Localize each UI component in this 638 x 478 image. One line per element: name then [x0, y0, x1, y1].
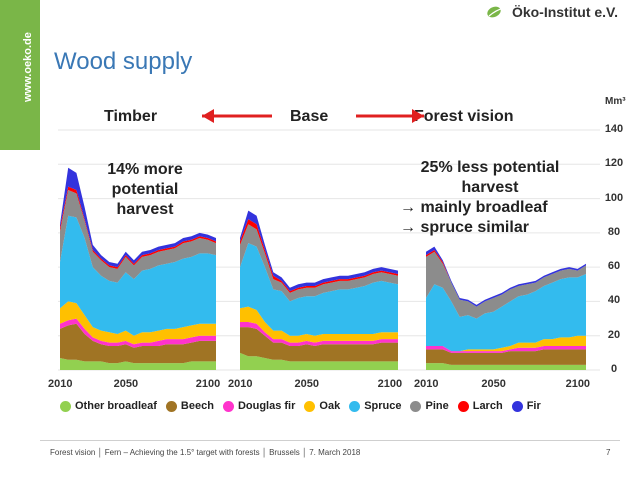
- forest-vision-annotation-line: → spruce similar: [400, 219, 529, 236]
- legend-item-fir: Fir: [511, 400, 541, 412]
- area-other-broadleaf: [60, 358, 216, 370]
- legend-item-pine: Pine: [410, 400, 449, 412]
- area-spruce: [60, 215, 216, 336]
- area-fir: [240, 210, 398, 292]
- legend-swatch: [304, 400, 316, 412]
- legend-label: Spruce: [364, 400, 402, 412]
- area-larch: [240, 219, 398, 293]
- forest-vision-annotation-line: → mainly broadleaf: [400, 199, 548, 216]
- area-pine: [426, 251, 586, 319]
- y-tick-label: 40: [607, 294, 621, 307]
- scenario-label-base: Base: [290, 108, 329, 125]
- y-tick-label: 0: [610, 363, 618, 375]
- y-tick-label: 80: [607, 225, 621, 238]
- panel-forest-vision: [426, 246, 586, 370]
- timber-annotation-line: potential: [111, 181, 179, 198]
- y-tick-label: 20: [607, 328, 621, 341]
- y-tick-label: 100: [604, 191, 624, 204]
- chart-legend: Other broadleaf Beech Douglas fir Oak Spruce…: [60, 400, 550, 412]
- forest-vision-annotation: 25% less potential harvest → mainly broa…: [400, 158, 580, 238]
- x-tick-label: 2050: [113, 378, 139, 390]
- legend-label: Beech: [180, 400, 214, 412]
- x-tick-label: 2010: [228, 378, 253, 390]
- legend-item-beech: Beech: [165, 400, 214, 412]
- forest-vision-annotation-line: harvest: [461, 179, 519, 196]
- area-beech: [60, 323, 216, 364]
- arrow-right-icon: [356, 109, 424, 123]
- legend-swatch: [165, 400, 177, 412]
- legend-item-spruce: Spruce: [349, 400, 401, 412]
- area-oak: [240, 306, 398, 343]
- legend-swatch: [410, 400, 422, 412]
- x-tick-label: 2100: [195, 378, 221, 390]
- legend-swatch: [60, 400, 71, 412]
- area-douglas-fir: [240, 322, 398, 346]
- timber-annotation-line: harvest: [116, 201, 174, 218]
- area-pine: [240, 224, 398, 302]
- legend-label: Larch: [472, 400, 503, 412]
- legend-swatch: [457, 400, 469, 412]
- timber-annotation: 14% more potential harvest: [90, 160, 200, 220]
- legend-label: Other broadleaf: [75, 400, 157, 412]
- x-tick-label: 2100: [565, 378, 591, 390]
- legend-swatch: [222, 400, 234, 412]
- area-beech: [240, 327, 398, 362]
- legend-item-other-broadleaf: Other broadleaf: [60, 400, 157, 412]
- brand-sidebar: [0, 0, 40, 150]
- y-tick-label: 120: [604, 157, 624, 170]
- scenario-label-timber: Timber: [104, 108, 158, 125]
- area-oak: [60, 301, 216, 345]
- legend-label: Pine: [425, 400, 449, 412]
- x-tick-label: 2010: [414, 378, 439, 390]
- timber-annotation-line: 14% more: [107, 161, 183, 178]
- area-oak: [426, 335, 586, 352]
- area-pine: [60, 190, 216, 283]
- area-spruce: [240, 243, 398, 336]
- panel-base: [240, 210, 398, 370]
- area-fir: [60, 167, 216, 268]
- area-douglas-fir: [60, 318, 216, 348]
- legend-swatch: [511, 400, 523, 412]
- area-douglas-fir: [426, 346, 586, 353]
- legend-item-douglas-fir: Douglas fir: [222, 400, 296, 412]
- footer-divider: [40, 440, 620, 441]
- x-tick-label: 2100: [377, 378, 403, 390]
- logo: Öko-Institut e.V.: [486, 4, 618, 20]
- panel-timber: [60, 167, 216, 370]
- area-beech: [426, 349, 586, 365]
- legend-item-larch: Larch: [457, 400, 503, 412]
- scenario-label-forest-vision: Forest vision: [414, 108, 514, 125]
- y-tick-label: 140: [604, 123, 624, 135]
- area-spruce: [426, 274, 586, 352]
- x-tick-label: 2050: [294, 378, 319, 390]
- area-other-broadleaf: [240, 352, 398, 370]
- logo-text: Öko-Institut e.V.: [511, 4, 618, 20]
- y-axis-unit: Mm³: [605, 96, 626, 107]
- page-title: Wood supply: [54, 48, 193, 75]
- y-tick-label: 60: [607, 260, 621, 273]
- legend-item-oak: Oak: [304, 400, 340, 412]
- page-number: 7: [606, 448, 611, 457]
- x-tick-label: 2050: [481, 378, 506, 390]
- legend-label: Fir: [526, 400, 541, 412]
- legend-swatch: [349, 400, 361, 412]
- area-other-broadleaf: [426, 363, 586, 370]
- arrow-left-icon: [202, 109, 272, 123]
- forest-vision-annotation-line: 25% less potential: [420, 159, 560, 176]
- footer-text: Forest vision │ Fern – Achieving the 1.5…: [50, 448, 361, 457]
- leaf-icon: [487, 6, 505, 18]
- legend-label: Oak: [319, 400, 341, 412]
- x-tick-label: 2010: [48, 378, 73, 390]
- legend-label: Douglas fir: [237, 400, 296, 412]
